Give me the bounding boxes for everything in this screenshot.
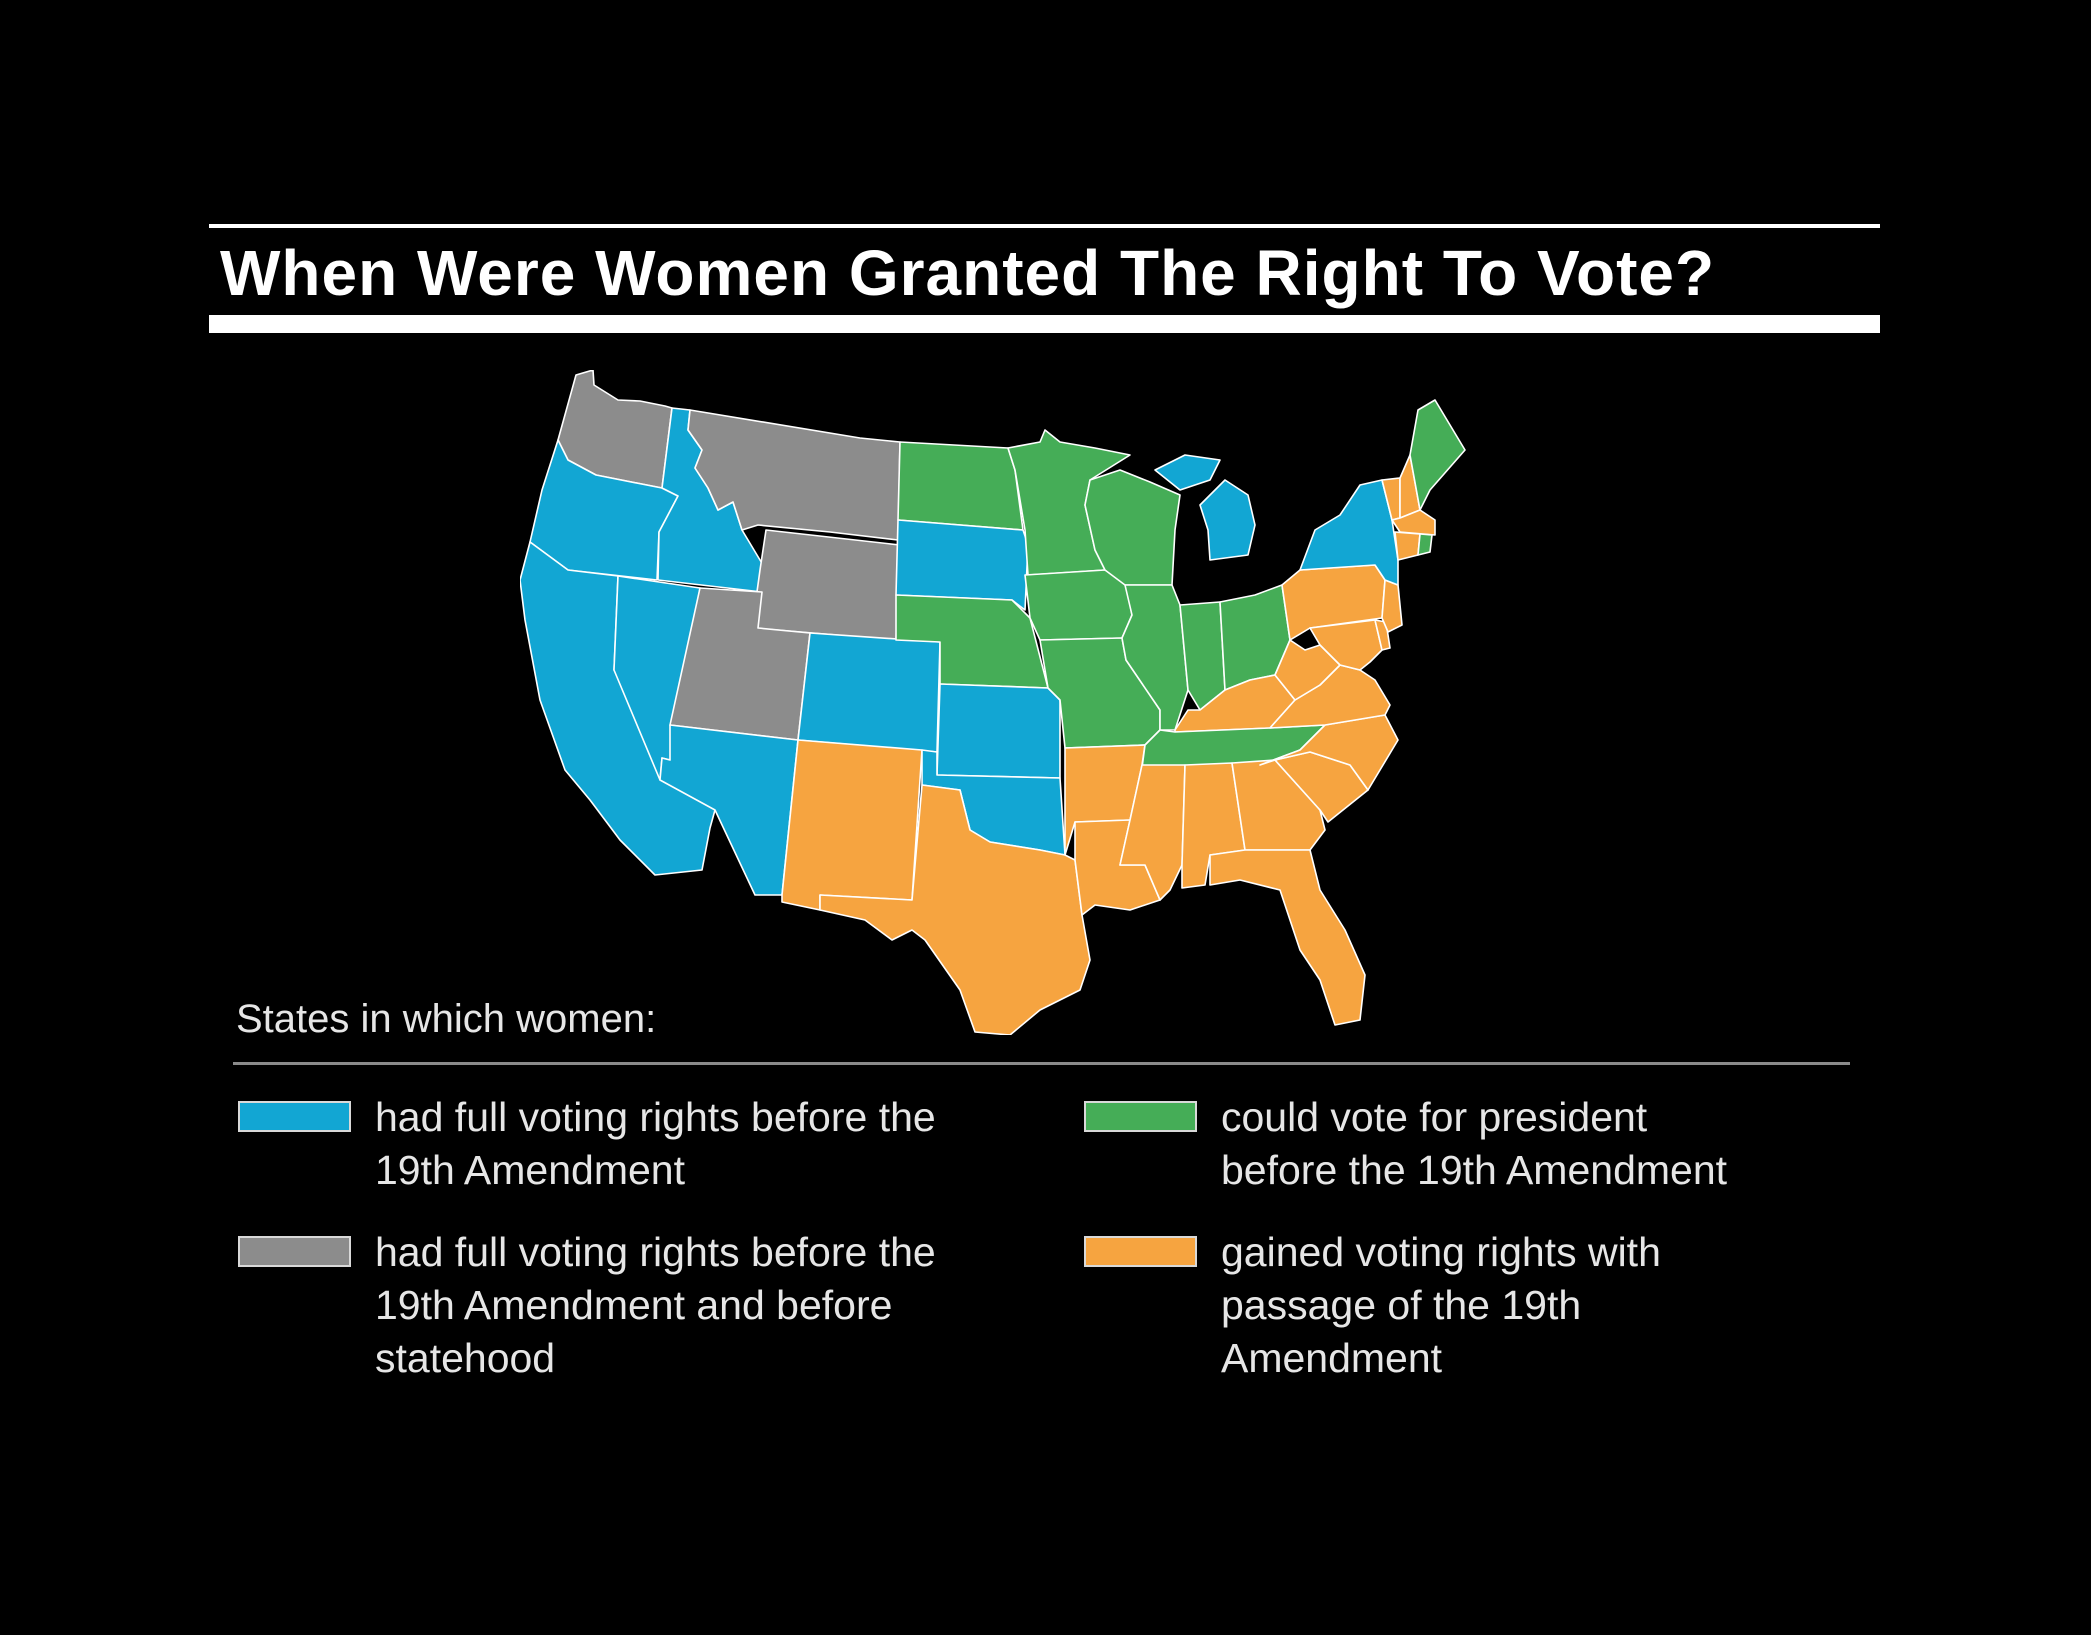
legend-heading: States in which women:	[236, 997, 657, 1041]
legend-label-orange: gained voting rights with passage of the…	[1221, 1229, 1661, 1381]
legend-item-orange: gained voting rights with passage of the…	[1084, 1226, 1864, 1391]
legend-swatch-blue	[238, 1101, 351, 1132]
state-ND	[897, 441, 1024, 531]
state-NM	[781, 739, 923, 911]
legend-item-green: could vote for president before the 19th…	[1084, 1091, 1864, 1201]
legend-label-gray: had full voting rights before the 19th A…	[375, 1229, 936, 1381]
state-FL	[1209, 849, 1366, 1026]
legend-label-green: could vote for president before the 19th…	[1221, 1094, 1728, 1193]
legend-label-blue: had full voting rights before the 19th A…	[375, 1094, 936, 1193]
title-rule-bottom	[209, 315, 1880, 333]
title-rule-top	[209, 224, 1880, 228]
legend-item-blue: had full voting rights before the 19th A…	[238, 1091, 1038, 1201]
state-IA	[1024, 569, 1133, 641]
state-TX	[819, 784, 1091, 1035]
legend-swatch-green	[1084, 1101, 1197, 1132]
legend-divider	[233, 1062, 1850, 1065]
state-ME	[1409, 399, 1466, 511]
state-MI	[1154, 454, 1256, 561]
state-WY	[751, 529, 901, 641]
legend-item-gray: had full voting rights before the 19th A…	[238, 1226, 1038, 1391]
legend-swatch-orange	[1084, 1236, 1197, 1267]
us-map	[520, 370, 1560, 1035]
state-NJ	[1381, 579, 1403, 633]
state-CT	[1394, 531, 1421, 561]
state-CO	[797, 632, 941, 753]
state-NC	[1259, 714, 1399, 791]
state-KS	[936, 683, 1061, 779]
map-title: When Were Women Granted The Right To Vot…	[220, 237, 1716, 309]
legend-swatch-gray	[238, 1236, 351, 1267]
state-RI	[1417, 533, 1433, 556]
